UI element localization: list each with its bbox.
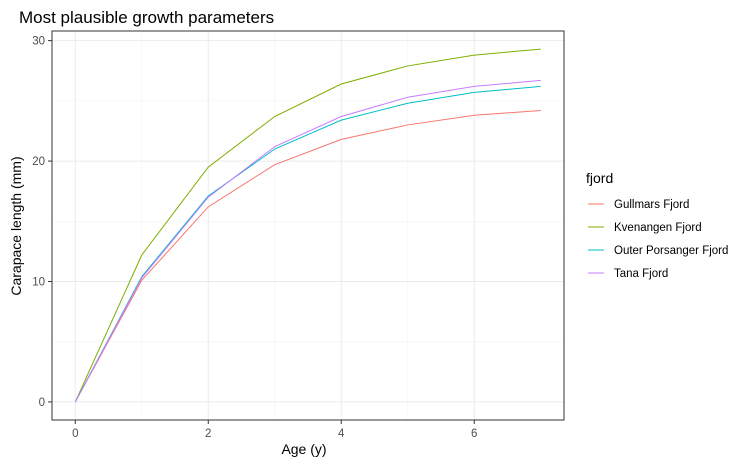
legend-items: Gullmars Fjord Kvenangen Fjord Outer Porsa… [588, 199, 728, 280]
y-tick-label: 30 [32, 36, 45, 48]
legend-label: Kvenangen Fjord [614, 222, 702, 234]
x-axis: 0 2 4 6 [72, 420, 477, 440]
legend-label: Outer Porsanger Fjord [614, 245, 728, 257]
legend-label: Gullmars Fjord [614, 199, 689, 211]
series-line [74, 85, 541, 403]
legend-item: Outer Porsanger Fjord [588, 245, 728, 257]
series-line [74, 79, 541, 403]
plot-panel [51, 30, 565, 421]
series-lines [74, 48, 541, 403]
x-tick-label: 4 [338, 428, 345, 440]
legend-label: Tana Fjord [614, 268, 668, 280]
series-line [74, 48, 541, 403]
x-tick-label: 6 [471, 428, 477, 440]
y-axis: 0 10 20 30 [32, 36, 52, 409]
y-axis-title: Carapace length (mm) [8, 156, 24, 295]
x-axis-title: Age (y) [281, 441, 326, 457]
legend-item: Kvenangen Fjord [588, 222, 702, 234]
x-tick-label: 0 [72, 428, 78, 440]
legend: fjord Gullmars Fjord Kvenangen Fjord Outer… [586, 170, 728, 280]
y-tick-label: 0 [39, 397, 45, 409]
chart-title: Most plausible growth parameters [19, 8, 274, 27]
x-tick-label: 2 [205, 428, 211, 440]
legend-item: Gullmars Fjord [588, 199, 689, 211]
y-tick-label: 20 [32, 156, 45, 168]
grid [52, 31, 564, 420]
panel-border [51, 30, 565, 421]
y-tick-label: 10 [32, 277, 45, 289]
legend-title: fjord [586, 170, 613, 186]
series-line [74, 109, 541, 403]
legend-item: Tana Fjord [588, 268, 668, 280]
